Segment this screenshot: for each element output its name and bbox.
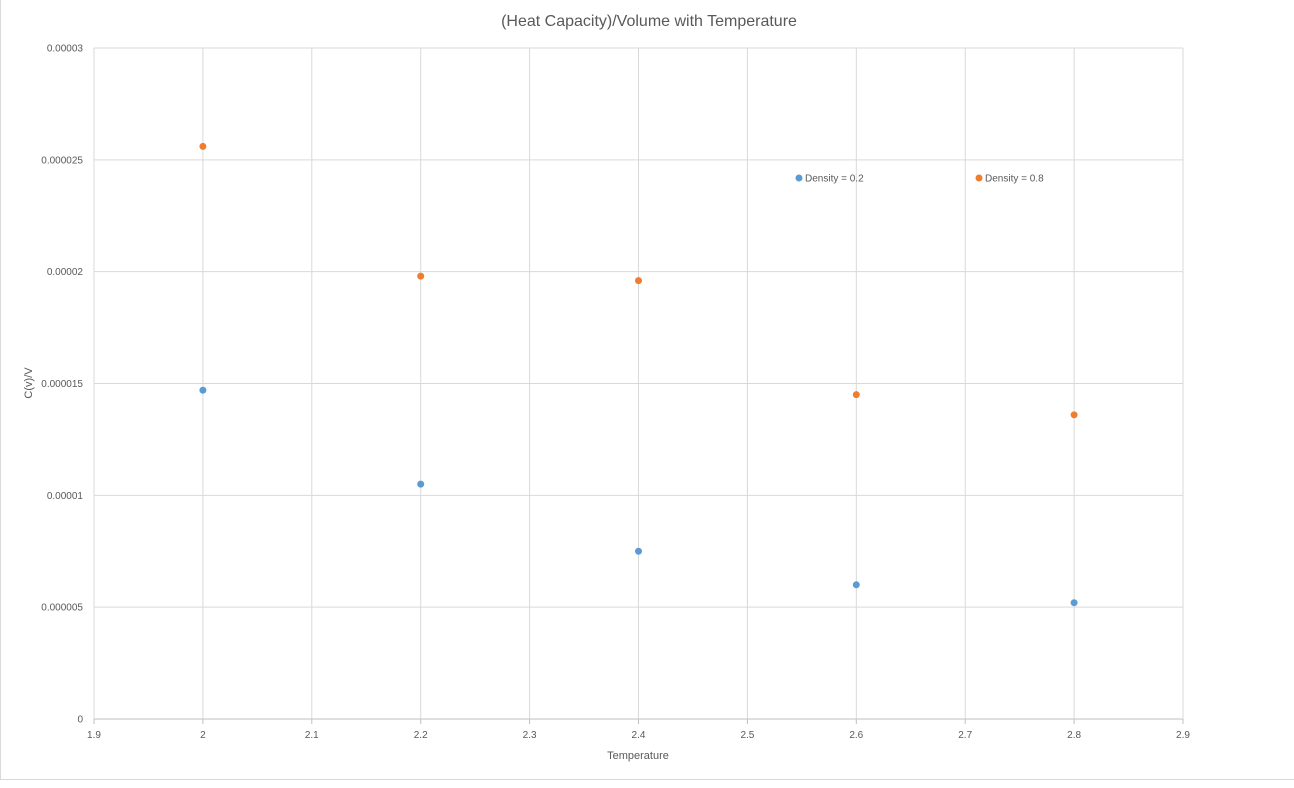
data-point-series-1	[852, 581, 860, 589]
y-tick-label: 0.000025	[41, 155, 83, 166]
y-tick-label: 0	[77, 715, 83, 726]
x-tick-label: 1.9	[87, 730, 101, 741]
x-axis-title: Temperature	[607, 750, 669, 762]
data-point-series-1	[635, 547, 642, 555]
legend-marker	[975, 174, 983, 182]
x-tick-label: 2.7	[958, 730, 972, 741]
gridlines	[93, 47, 1184, 724]
x-tick-label: 2.3	[523, 730, 537, 741]
x-tick-label: 2.5	[740, 730, 754, 741]
x-tick-label: 2.4	[632, 730, 646, 741]
data-point-series-2	[199, 142, 207, 150]
chart-title: (Heat Capacity)/Volume with Temperature	[501, 13, 797, 30]
y-tick-label: 0.00001	[47, 491, 84, 502]
x-tick-label: 2	[200, 730, 206, 741]
data-point-series-2	[635, 277, 642, 285]
data-point-series-1	[1070, 599, 1078, 607]
data-point-series-2	[417, 272, 425, 280]
y-tick-label: 0.000005	[41, 603, 83, 614]
y-axis-title: C(v)/V	[23, 367, 35, 399]
x-tick-label: 2.1	[305, 730, 319, 741]
data-points	[199, 142, 1078, 607]
legend-label: Density = 0.2	[805, 174, 864, 185]
y-tick-label: 0.00003	[47, 44, 84, 55]
y-tick-label: 0.00002	[47, 267, 84, 278]
legend: Density = 0.2 Density = 0.8	[795, 174, 1044, 185]
data-point-series-1	[417, 480, 425, 488]
data-point-series-2	[852, 391, 860, 399]
y-tick-label: 0.000015	[41, 379, 83, 390]
x-tick-label: 2.9	[1176, 730, 1190, 741]
tick-labels: 0 0.000005 0.00001 0.000015 0.00002 0.000025 0…	[41, 44, 1190, 742]
legend-marker	[795, 174, 803, 182]
data-point-series-2	[1070, 411, 1078, 419]
x-tick-label: 2.6	[849, 730, 863, 741]
legend-label: Density = 0.8	[985, 174, 1044, 185]
data-point-series-1	[199, 386, 207, 394]
x-tick-label: 2.2	[414, 730, 428, 741]
x-tick-label: 2.8	[1067, 730, 1081, 741]
